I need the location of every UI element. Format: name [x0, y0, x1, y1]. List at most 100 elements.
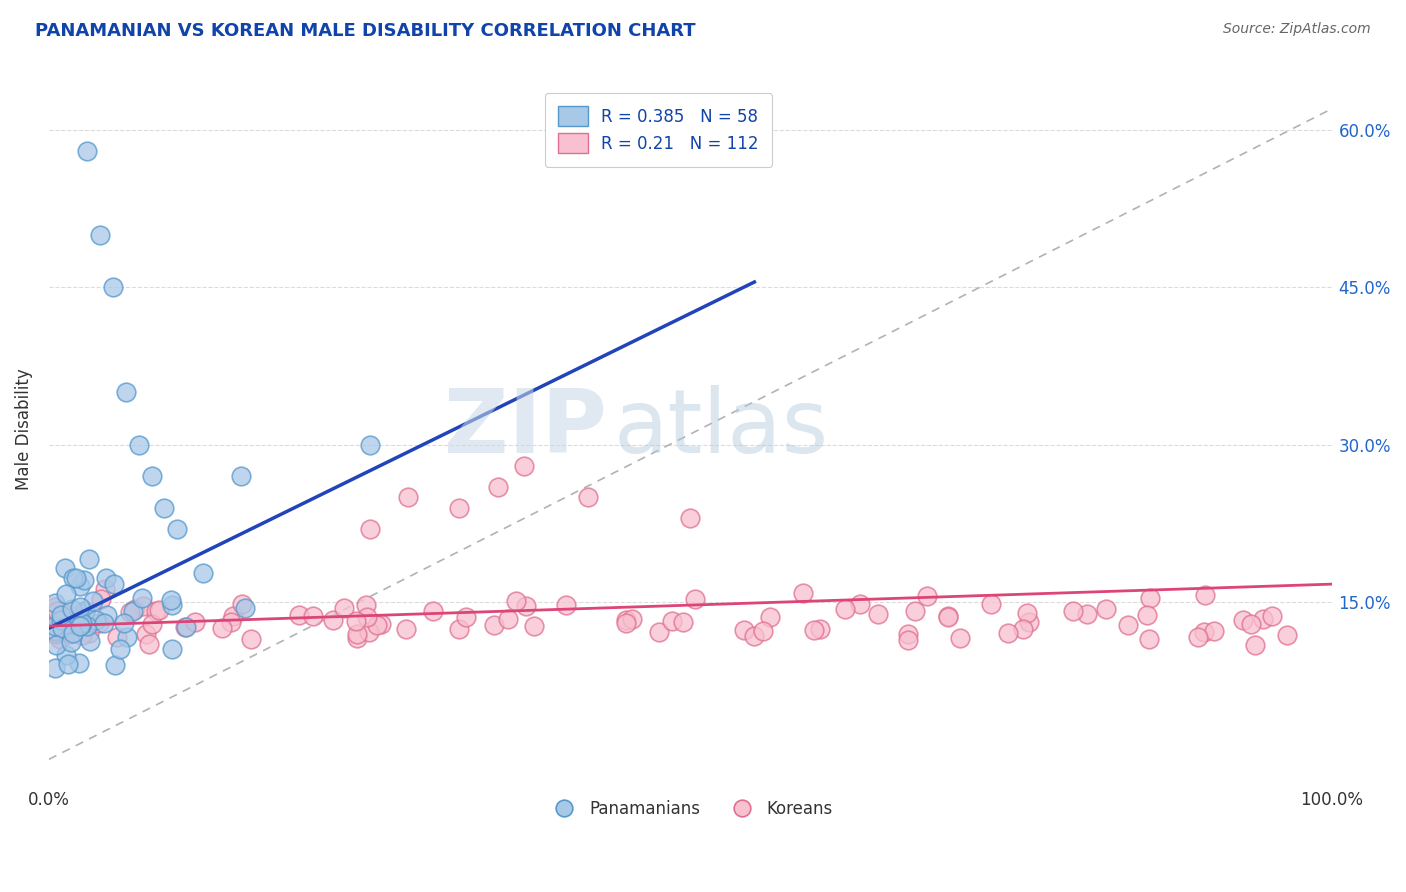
Point — [76, 144, 98, 158]
Point — [1243, 638, 1265, 652]
Point — [742, 629, 765, 643]
Point — [76, 618, 98, 632]
Point — [52, 606, 75, 620]
Text: atlas: atlas — [613, 385, 828, 473]
Point — [357, 624, 380, 639]
Point — [849, 598, 872, 612]
Point — [752, 624, 775, 639]
Point — [301, 609, 323, 624]
Point — [62, 614, 84, 628]
Point — [792, 586, 814, 600]
Point — [897, 627, 920, 641]
Point — [515, 599, 537, 614]
Point — [733, 623, 755, 637]
Point — [1187, 630, 1209, 644]
Point — [45, 604, 67, 618]
Point — [1232, 614, 1254, 628]
Point — [322, 613, 344, 627]
Point — [834, 602, 856, 616]
Point — [94, 571, 117, 585]
Point — [576, 490, 599, 504]
Point — [160, 642, 183, 657]
Point — [49, 607, 72, 622]
Point — [73, 605, 96, 619]
Point — [211, 621, 233, 635]
Point — [454, 609, 477, 624]
Point — [45, 605, 67, 619]
Point — [45, 638, 67, 652]
Point — [936, 608, 959, 623]
Point — [62, 609, 84, 624]
Point — [138, 637, 160, 651]
Point — [84, 613, 107, 627]
Point — [141, 469, 163, 483]
Point — [679, 511, 702, 525]
Point — [1116, 617, 1139, 632]
Point — [997, 626, 1019, 640]
Point — [162, 598, 184, 612]
Point — [980, 597, 1002, 611]
Point — [72, 616, 94, 631]
Point — [614, 615, 637, 630]
Point — [70, 628, 93, 642]
Point — [93, 615, 115, 630]
Point — [115, 385, 138, 400]
Point — [103, 576, 125, 591]
Point — [422, 604, 444, 618]
Point — [359, 437, 381, 451]
Point — [484, 618, 506, 632]
Point — [44, 624, 66, 639]
Point — [496, 612, 519, 626]
Text: PANAMANIAN VS KOREAN MALE DISABILITY CORRELATION CHART: PANAMANIAN VS KOREAN MALE DISABILITY COR… — [35, 22, 696, 40]
Point — [233, 600, 256, 615]
Point — [124, 601, 146, 615]
Point — [73, 604, 96, 618]
Y-axis label: Male Disability: Male Disability — [15, 368, 32, 490]
Point — [949, 631, 972, 645]
Point — [135, 627, 157, 641]
Point — [105, 630, 128, 644]
Point — [159, 593, 181, 607]
Point — [395, 622, 418, 636]
Point — [354, 598, 377, 612]
Point — [51, 613, 73, 627]
Point — [44, 596, 66, 610]
Point — [183, 615, 205, 629]
Point — [79, 634, 101, 648]
Point — [72, 573, 94, 587]
Point — [108, 641, 131, 656]
Point — [69, 618, 91, 632]
Point — [231, 597, 253, 611]
Point — [145, 604, 167, 618]
Point — [58, 657, 80, 672]
Point — [346, 627, 368, 641]
Point — [166, 522, 188, 536]
Point — [89, 616, 111, 631]
Point — [523, 618, 546, 632]
Point — [648, 625, 671, 640]
Point — [344, 615, 367, 629]
Point — [44, 627, 66, 641]
Legend: Panamanians, Koreans: Panamanians, Koreans — [541, 793, 839, 825]
Point — [104, 658, 127, 673]
Point — [904, 604, 927, 618]
Point — [82, 593, 104, 607]
Point — [44, 623, 66, 637]
Point — [77, 625, 100, 640]
Point — [62, 610, 84, 624]
Point — [1275, 627, 1298, 641]
Point — [132, 599, 155, 613]
Point — [65, 571, 87, 585]
Point — [512, 458, 534, 473]
Point — [868, 607, 890, 621]
Point — [396, 490, 419, 504]
Point — [231, 469, 253, 483]
Point — [614, 613, 637, 627]
Point — [101, 280, 124, 294]
Point — [555, 598, 578, 612]
Point — [60, 635, 83, 649]
Point — [1139, 591, 1161, 605]
Point — [505, 594, 527, 608]
Point — [173, 620, 195, 634]
Point — [346, 631, 368, 645]
